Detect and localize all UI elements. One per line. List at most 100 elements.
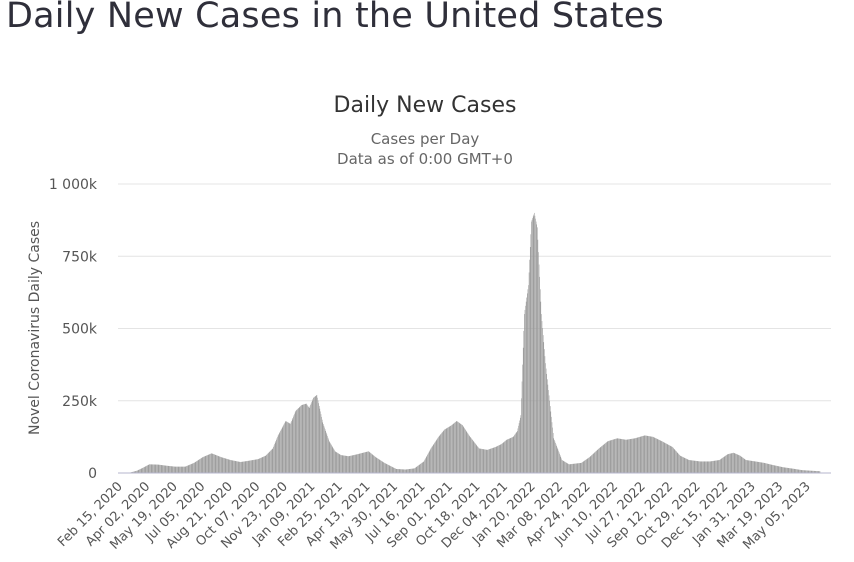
bar bbox=[773, 465, 775, 473]
bar bbox=[346, 455, 348, 473]
bar bbox=[415, 467, 417, 473]
bar bbox=[527, 289, 529, 473]
bar bbox=[720, 458, 722, 473]
bar bbox=[616, 438, 617, 473]
bar bbox=[475, 443, 476, 473]
bar bbox=[257, 459, 259, 473]
bar bbox=[276, 439, 277, 473]
bar bbox=[388, 465, 390, 473]
bar bbox=[165, 465, 167, 473]
bar bbox=[705, 461, 707, 473]
bar bbox=[624, 439, 626, 473]
bar bbox=[375, 457, 376, 473]
bar bbox=[496, 446, 498, 473]
bar bbox=[202, 457, 204, 473]
bar bbox=[783, 467, 784, 473]
bar bbox=[699, 461, 701, 473]
bar bbox=[423, 461, 424, 473]
bar bbox=[207, 454, 209, 473]
bar bbox=[194, 462, 196, 473]
bar bbox=[560, 456, 562, 473]
bar bbox=[395, 468, 396, 473]
bar bbox=[529, 247, 531, 473]
bar bbox=[135, 471, 137, 473]
bar bbox=[190, 464, 192, 473]
bar bbox=[481, 448, 483, 473]
bar bbox=[304, 404, 306, 473]
bar bbox=[644, 435, 646, 473]
bar bbox=[295, 410, 296, 473]
bar bbox=[358, 453, 360, 473]
bar bbox=[648, 436, 650, 473]
bar bbox=[203, 456, 205, 473]
bar bbox=[361, 452, 363, 473]
bar bbox=[396, 468, 398, 473]
bar bbox=[614, 439, 616, 473]
bar bbox=[554, 439, 555, 473]
bar bbox=[426, 456, 428, 473]
bar bbox=[178, 466, 180, 473]
bar bbox=[493, 447, 495, 473]
bar bbox=[658, 439, 660, 473]
bar bbox=[485, 449, 486, 473]
bar bbox=[770, 464, 772, 473]
bar bbox=[627, 439, 629, 473]
bar bbox=[326, 432, 327, 473]
bar bbox=[403, 469, 404, 473]
bar bbox=[431, 446, 433, 473]
bar bbox=[702, 461, 704, 473]
bar bbox=[256, 459, 258, 473]
bar bbox=[739, 455, 741, 473]
bar bbox=[504, 441, 505, 473]
bar bbox=[626, 439, 628, 473]
bar bbox=[162, 465, 163, 473]
bar bbox=[721, 458, 723, 473]
bar bbox=[460, 423, 461, 473]
bar bbox=[711, 461, 713, 473]
bar bbox=[375, 457, 377, 473]
bar bbox=[286, 421, 288, 473]
bar bbox=[689, 460, 691, 473]
bar bbox=[204, 456, 206, 473]
bar bbox=[807, 470, 808, 473]
bar bbox=[736, 454, 738, 473]
bar bbox=[610, 440, 612, 473]
bar bbox=[320, 414, 322, 473]
bar bbox=[408, 469, 410, 473]
bar bbox=[222, 457, 223, 473]
bar bbox=[757, 461, 758, 473]
bar bbox=[464, 428, 466, 473]
bar bbox=[146, 465, 147, 473]
bar bbox=[766, 463, 768, 473]
bar bbox=[531, 219, 533, 473]
bar bbox=[241, 461, 243, 473]
bar bbox=[251, 460, 252, 473]
bar bbox=[740, 456, 742, 473]
bar bbox=[150, 464, 151, 473]
bar bbox=[723, 457, 724, 473]
bar bbox=[578, 463, 580, 473]
bar bbox=[797, 469, 798, 473]
bar bbox=[376, 457, 378, 473]
bar bbox=[384, 462, 385, 473]
bar bbox=[435, 440, 437, 473]
bar bbox=[708, 461, 710, 473]
bar bbox=[487, 449, 489, 473]
bar bbox=[645, 435, 646, 473]
bar bbox=[667, 444, 669, 473]
bar bbox=[209, 454, 210, 473]
bar bbox=[201, 457, 202, 473]
bar bbox=[470, 436, 471, 473]
bar bbox=[569, 464, 570, 473]
bar bbox=[142, 468, 143, 473]
bar bbox=[755, 461, 757, 473]
bar bbox=[726, 455, 727, 473]
bar bbox=[355, 454, 356, 473]
bar bbox=[359, 453, 361, 473]
bar bbox=[150, 464, 152, 473]
chart-title: Daily New Cases bbox=[334, 93, 517, 118]
bar bbox=[743, 458, 745, 473]
bar bbox=[768, 464, 770, 473]
bar bbox=[569, 464, 571, 473]
bar bbox=[351, 455, 352, 473]
